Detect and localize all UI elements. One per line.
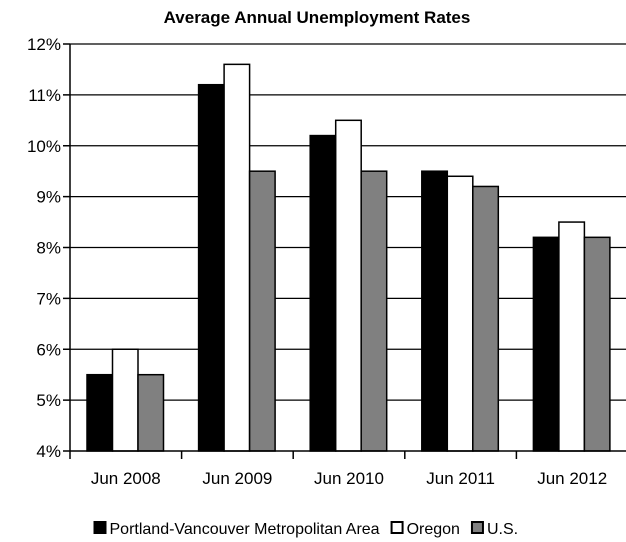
bar-jun-2009-u-s xyxy=(248,170,276,452)
y-tick-label: 5% xyxy=(36,391,61,410)
y-tick-label: 11% xyxy=(28,86,61,105)
y-tick-label: 8% xyxy=(36,239,61,258)
legend-label-portland-vancouver-metropolitan-area: Portland-Vancouver Metropolitan Area xyxy=(110,521,380,538)
bar-jun-2012-u-s xyxy=(583,236,611,452)
legend-swatch-oregon xyxy=(390,521,404,534)
legend-label-oregon: Oregon xyxy=(407,521,460,538)
y-tick-label: 6% xyxy=(36,340,61,359)
y-tick-label: 4% xyxy=(36,442,61,461)
x-tick-label: Jun 2011 xyxy=(426,469,495,488)
bar-jun-2008-oregon xyxy=(111,348,139,452)
x-tick-label: Jun 2009 xyxy=(202,469,272,488)
bar-jun-2010-u-s xyxy=(360,170,388,452)
legend-swatch-portland-vancouver-metropolitan-area xyxy=(93,521,107,534)
x-tick-label: Jun 2008 xyxy=(91,469,161,488)
bar-jun-2011-portland-vancouver-metropolitan-area xyxy=(421,170,449,452)
y-tick-label: 7% xyxy=(36,289,61,308)
axes xyxy=(69,44,626,459)
y-tick-label: 12% xyxy=(27,35,61,54)
bar-jun-2010-portland-vancouver-metropolitan-area xyxy=(309,134,337,452)
bar-jun-2008-u-s xyxy=(137,373,165,452)
x-axis-tick-labels: Jun 2008 Jun 2009 Jun 2010 Jun 2011 Jun 2012 xyxy=(91,469,607,488)
bar-jun-2009-portland-vancouver-metropolitan-area xyxy=(197,83,225,452)
bar-jun-2012-portland-vancouver-metropolitan-area xyxy=(532,236,560,452)
bar-jun-2010-oregon xyxy=(334,119,362,452)
chart-title: Average Annual Unemployment Rates xyxy=(164,8,471,27)
bar-jun-2011-oregon xyxy=(446,175,474,452)
legend-label-u-s: U.S. xyxy=(487,521,518,538)
bar-jun-2008-portland-vancouver-metropolitan-area xyxy=(86,373,114,452)
bar-jun-2011-u-s xyxy=(472,185,500,452)
bar-jun-2009-oregon xyxy=(223,63,251,452)
bars xyxy=(86,63,611,452)
y-axis-tick-labels: 4% 5% 6% 7% 8% 9% 10% 11% 12% xyxy=(27,35,61,461)
legend-swatch-u-s xyxy=(470,521,484,534)
bar-jun-2012-oregon xyxy=(558,221,586,452)
legend: Portland-Vancouver Metropolitan Area Oreg… xyxy=(93,521,518,538)
y-tick-label: 9% xyxy=(36,188,61,207)
x-tick-label: Jun 2012 xyxy=(537,469,607,488)
x-tick-label: Jun 2010 xyxy=(314,469,384,488)
y-tick-label: 10% xyxy=(27,137,61,156)
